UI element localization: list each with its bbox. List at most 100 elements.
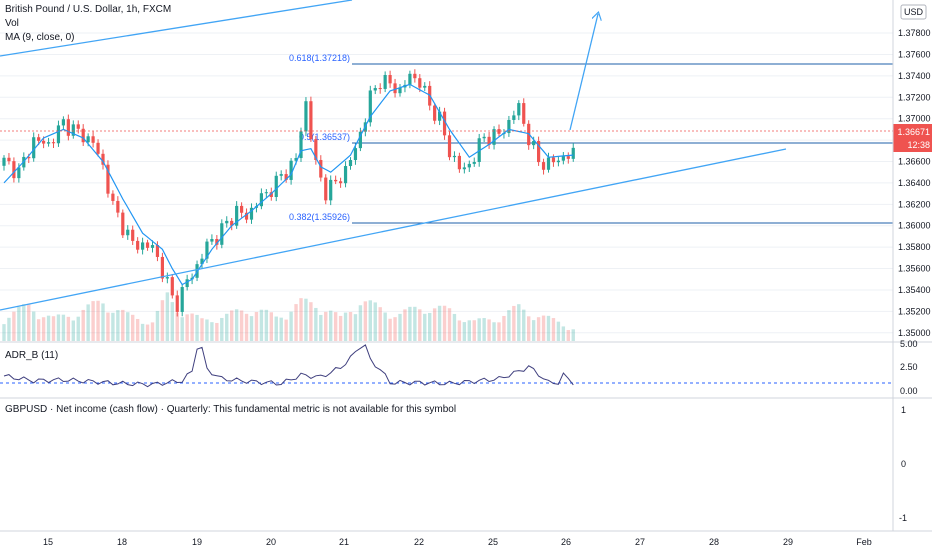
time-tick-label: 29 xyxy=(783,537,793,547)
candle xyxy=(46,137,51,147)
volume-bar xyxy=(472,320,476,341)
time-tick-label: 26 xyxy=(561,537,571,547)
time-tick-label: 27 xyxy=(635,537,645,547)
volume-bar xyxy=(96,300,100,341)
volume-bar xyxy=(185,314,189,341)
upper-channel-line[interactable] xyxy=(0,0,353,57)
volume-bar xyxy=(447,308,452,341)
volume-bar xyxy=(413,306,417,341)
volume-bar xyxy=(527,316,531,341)
volume-bar xyxy=(546,315,551,341)
price-scale[interactable]: 1.378001.376001.374001.372001.370001.368… xyxy=(898,28,931,338)
projection-arrow[interactable] xyxy=(569,14,598,131)
fibonacci-levels[interactable]: 0.618(1.37218) 0.5(1.36537) 0.382(1.3592… xyxy=(289,53,893,224)
candle xyxy=(274,171,278,202)
lower-trend-line[interactable] xyxy=(0,148,787,311)
volume-bar xyxy=(423,313,427,341)
volume-bar xyxy=(259,309,264,341)
volume-bar xyxy=(561,326,566,341)
volume-bar xyxy=(324,311,328,341)
ma-legend[interactable]: MA (9, close, 0) xyxy=(5,32,75,43)
candle xyxy=(66,114,70,141)
candle xyxy=(200,253,204,269)
volume-bar xyxy=(437,305,442,341)
price-tick-label: 1.35400 xyxy=(898,285,931,295)
time-tick-label: 20 xyxy=(266,537,276,547)
volume-bar xyxy=(378,307,382,341)
volume-bar xyxy=(121,309,125,341)
volume-bar xyxy=(210,322,214,341)
candle xyxy=(205,238,209,264)
volume-bar xyxy=(428,312,432,341)
candle xyxy=(264,189,268,199)
volume-bar xyxy=(7,317,11,341)
currency-badge[interactable]: USD xyxy=(900,4,927,20)
volume-bar xyxy=(56,314,61,341)
volume-bar xyxy=(61,314,66,341)
symbol-title[interactable]: British Pound / U.S. Dollar, 1h, FXCM xyxy=(5,4,172,15)
price-tick-label: 1.36200 xyxy=(898,199,931,209)
candle xyxy=(462,162,466,174)
volume-bar xyxy=(76,316,80,341)
volume-bar xyxy=(343,312,348,341)
volume-bar xyxy=(551,318,556,341)
candle xyxy=(126,225,130,240)
candle xyxy=(418,74,422,93)
candle xyxy=(185,274,189,291)
volume-bar xyxy=(309,302,313,341)
volume-bar xyxy=(36,319,41,341)
candle xyxy=(32,132,36,162)
trend-lines[interactable] xyxy=(0,0,787,311)
volume-bar xyxy=(234,309,239,341)
price-tick-label: 1.37400 xyxy=(898,71,931,81)
candle xyxy=(358,127,362,152)
candle xyxy=(452,151,457,162)
volume-bar xyxy=(403,309,407,341)
candle xyxy=(556,156,560,167)
candle xyxy=(522,98,526,127)
candle xyxy=(299,127,303,163)
candle xyxy=(76,120,80,134)
time-axis[interactable]: 15 18 19 20 21 22 25 26 27 28 29 Feb xyxy=(43,537,872,547)
candle xyxy=(121,209,125,239)
adr-scale-2-5: 2.50 xyxy=(900,362,918,372)
candle xyxy=(145,239,150,251)
candle xyxy=(165,272,169,284)
volume-bar xyxy=(333,312,338,341)
volume-bar xyxy=(284,319,288,341)
volume-bar xyxy=(170,302,174,341)
volume-bar xyxy=(299,298,303,341)
candle xyxy=(442,107,447,140)
volume-bar xyxy=(22,304,26,341)
candle xyxy=(512,110,516,124)
volume-bar xyxy=(190,313,194,341)
volume-bar xyxy=(269,312,273,341)
candle xyxy=(215,235,219,250)
volume-bar xyxy=(160,300,165,341)
candle xyxy=(150,240,155,253)
volume-bar xyxy=(131,314,135,341)
candle xyxy=(141,237,145,255)
candle xyxy=(566,152,570,164)
candle xyxy=(81,124,85,147)
volume-bar xyxy=(477,318,481,341)
time-tick-label: 19 xyxy=(192,537,202,547)
last-price-label: 1.36671 xyxy=(897,127,930,137)
candle xyxy=(244,208,249,224)
candle xyxy=(353,143,358,165)
volume-bar xyxy=(215,322,219,341)
candle xyxy=(230,217,234,231)
price-tick-label: 1.35600 xyxy=(898,264,931,274)
candle xyxy=(136,237,140,254)
volume-bar xyxy=(398,313,402,341)
candle xyxy=(116,196,120,218)
candle xyxy=(378,83,382,94)
volume-bar xyxy=(502,315,506,341)
volume-bar xyxy=(393,317,397,341)
volume-bar xyxy=(348,311,353,341)
candle xyxy=(492,126,496,150)
volume-legend[interactable]: Vol xyxy=(5,18,19,29)
candle xyxy=(7,153,11,165)
volume-bar xyxy=(111,312,115,341)
